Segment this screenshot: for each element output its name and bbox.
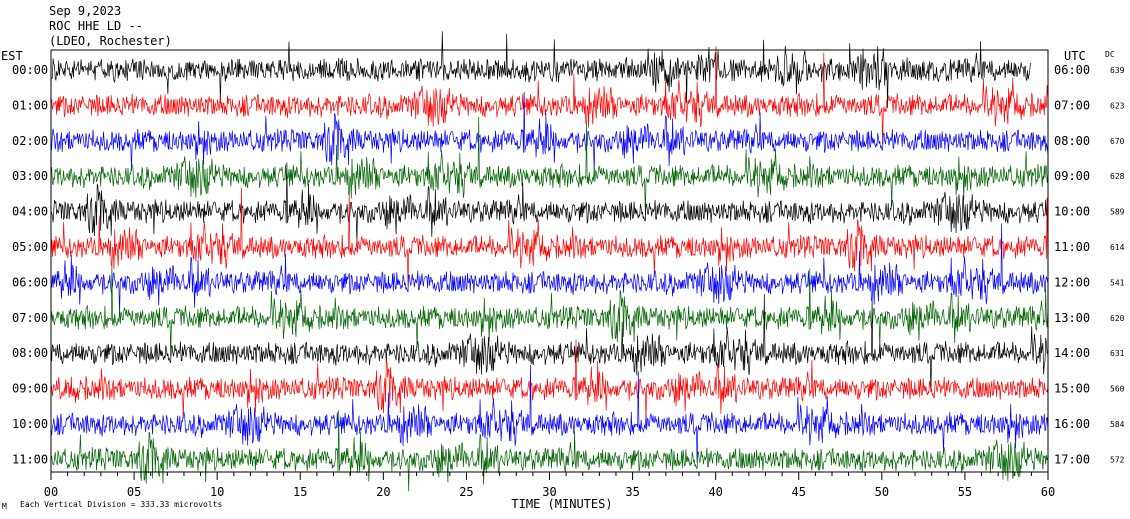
trace-row-0200 — [50, 91, 1049, 173]
right-timezone-label: UTC — [1064, 49, 1086, 63]
est-hour-label: 01:00 — [12, 98, 48, 112]
x-tick-label: 45 — [792, 485, 806, 499]
est-hour-label: 11:00 — [12, 452, 48, 466]
est-hour-label: 04:00 — [12, 205, 48, 219]
utc-hour-label: 09:00 — [1054, 169, 1090, 183]
dc-offset-value: 620 — [1110, 314, 1125, 323]
dc-offset-value: 560 — [1110, 385, 1125, 394]
dc-offset-value: 670 — [1110, 137, 1125, 146]
x-tick-label: 10 — [210, 485, 224, 499]
utc-hour-label: 16:00 — [1054, 417, 1090, 431]
trace-row-0900 — [50, 339, 1049, 421]
utc-hour-label: 12:00 — [1054, 275, 1090, 289]
dc-offset-value: 623 — [1110, 101, 1125, 110]
seismic-traces — [50, 31, 1049, 492]
est-hour-label: 09:00 — [12, 382, 48, 396]
dc-offset-value: 631 — [1110, 349, 1125, 358]
x-tick-label: 55 — [958, 485, 972, 499]
trace-row-1000 — [50, 364, 1049, 464]
left-timezone-label: EST — [1, 49, 23, 63]
utc-hour-label: 14:00 — [1054, 346, 1090, 360]
trace-row-0800 — [50, 293, 1049, 393]
plot-border — [50, 49, 1049, 473]
utc-hour-label: 11:00 — [1054, 240, 1090, 254]
utc-hour-label: 07:00 — [1054, 98, 1090, 112]
dc-header-label: DC — [1105, 50, 1115, 59]
utc-hour-label: 15:00 — [1054, 382, 1090, 396]
x-tick-label: 30 — [542, 485, 556, 499]
est-hour-label: 08:00 — [12, 346, 48, 360]
scale-note: Each Vertical Division = 333.33 microvol… — [20, 500, 222, 509]
x-tick-label: 15 — [293, 485, 307, 499]
dc-offset-value: 584 — [1110, 420, 1125, 429]
dc-offset-value: 589 — [1110, 208, 1125, 217]
trace-row-0400 — [50, 162, 1049, 244]
trace-row-0500 — [50, 187, 1049, 287]
trace-row-0700 — [50, 265, 1049, 357]
x-tick-label: 50 — [875, 485, 889, 499]
x-tick-label: 00 — [44, 485, 58, 499]
est-hour-label: 10:00 — [12, 417, 48, 431]
est-hour-label: 07:00 — [12, 311, 48, 325]
dc-offset-value: 639 — [1110, 66, 1125, 75]
est-hour-label: 06:00 — [12, 275, 48, 289]
plot-date: Sep 9,2023 — [49, 4, 122, 18]
row-labels: 00:00 06:00 639 01:00 07:00 623 02:00 08:00 670 0… — [12, 63, 1125, 466]
utc-hour-label: 13:00 — [1054, 311, 1090, 325]
est-hour-label: 05:00 — [12, 240, 48, 254]
trace-row-0300 — [50, 116, 1049, 216]
x-tick-label: 35 — [625, 485, 639, 499]
utc-hour-label: 06:00 — [1054, 63, 1090, 77]
station-location: (LDEO, Rochester) — [49, 34, 172, 48]
trace-row-0000 — [50, 31, 1032, 109]
x-tick-label: 60 — [1041, 485, 1055, 499]
dc-offset-value: 541 — [1110, 278, 1125, 287]
trace-row-1100 — [50, 410, 1049, 492]
x-tick-label: 25 — [459, 485, 473, 499]
est-hour-label: 02:00 — [12, 134, 48, 148]
dc-offset-value: 614 — [1110, 243, 1125, 252]
est-hour-label: 00:00 — [12, 63, 48, 77]
plot-frame — [50, 49, 1049, 473]
x-axis-ticks: 00 05 10 15 20 25 30 35 40 45 50 55 60 — [44, 472, 1055, 499]
footer-mark: M — [2, 502, 7, 511]
est-hour-label: 03:00 — [12, 169, 48, 183]
utc-hour-label: 17:00 — [1054, 452, 1090, 466]
x-tick-label: 40 — [708, 485, 722, 499]
x-tick-label: 20 — [376, 485, 390, 499]
station-code: ROC HHE LD -- — [49, 19, 143, 33]
dc-offset-value: 628 — [1110, 172, 1125, 181]
utc-hour-label: 10:00 — [1054, 205, 1090, 219]
dc-offset-value: 572 — [1110, 455, 1125, 464]
utc-hour-label: 08:00 — [1054, 134, 1090, 148]
trace-row-0600 — [50, 223, 1049, 315]
x-tick-label: 05 — [127, 485, 141, 499]
x-axis-title: TIME (MINUTES) — [511, 497, 612, 511]
trace-row-0100 — [51, 46, 1049, 145]
